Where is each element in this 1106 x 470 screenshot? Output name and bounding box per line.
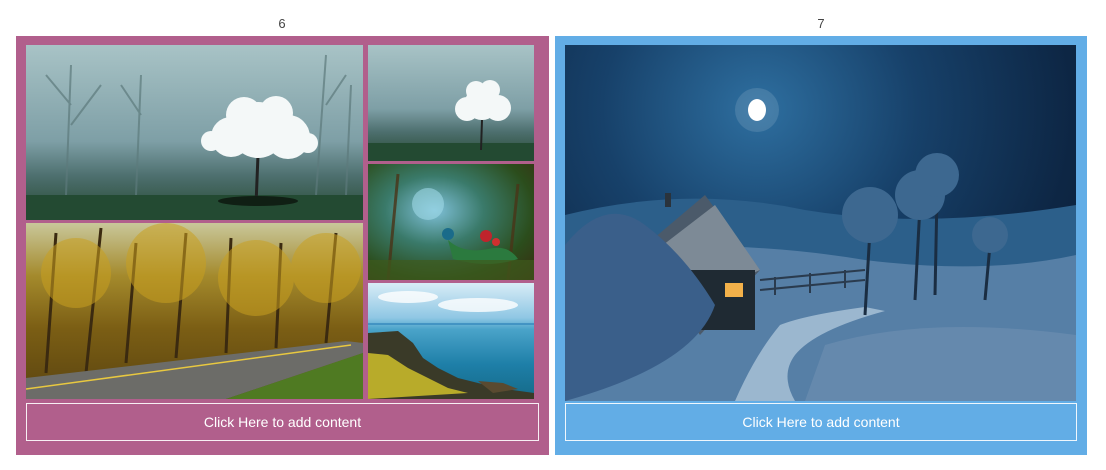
add-content-button-7[interactable]: Click Here to add content <box>565 403 1077 441</box>
coastal-sea-image <box>368 291 534 399</box>
misty-tree-small-image <box>368 80 534 161</box>
peacock-painting-photo[interactable] <box>368 164 534 280</box>
layout-number-7: 7 <box>817 16 825 31</box>
add-content-button-6[interactable]: Click Here to add content <box>26 403 539 441</box>
moonlit-cottage-photo[interactable] <box>565 45 1076 401</box>
layout-card-6[interactable]: Click Here to add content <box>16 36 549 455</box>
misty-tree-image <box>26 54 363 220</box>
misty-tree-photo-small[interactable] <box>368 45 534 161</box>
layout-number-6: 6 <box>278 16 286 31</box>
layout-card-7[interactable]: Click Here to add content <box>555 36 1087 455</box>
peacock-image <box>368 173 534 280</box>
coastal-sea-photo[interactable] <box>368 283 534 399</box>
moonlit-cottage-image <box>565 88 1076 401</box>
misty-tree-photo[interactable] <box>26 45 363 220</box>
autumn-road-image <box>26 223 363 399</box>
autumn-road-photo[interactable] <box>26 223 363 399</box>
